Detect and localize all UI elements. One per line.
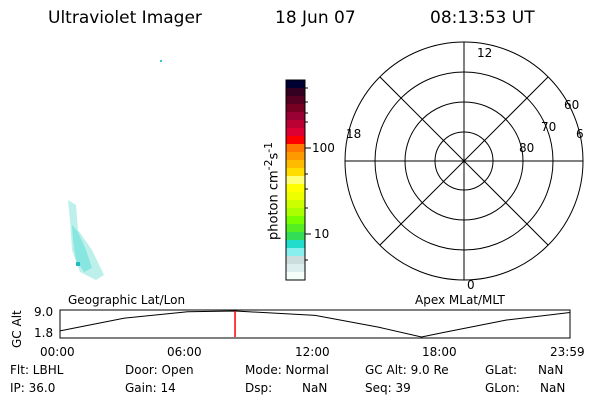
x-tick: 00:00	[40, 345, 75, 359]
filter-status: Flt: LBHL	[10, 363, 64, 377]
colorbar-segment	[286, 80, 305, 89]
glon-value: NaN	[540, 381, 566, 395]
ip-status: IP: 36.0	[10, 381, 56, 395]
colorbar-segment	[286, 120, 305, 129]
glat-label: GLat:	[485, 363, 518, 377]
unit-sup: -1	[262, 141, 275, 153]
colorbar-segment	[286, 192, 305, 201]
gain-status: Gain: 14	[125, 381, 176, 395]
colorbar-segment	[286, 176, 305, 185]
colorbar-segment	[286, 104, 305, 113]
lat-70: 70	[541, 120, 557, 134]
colorbar-ticks	[305, 87, 311, 261]
seq-status: Seq: 39	[365, 381, 411, 395]
mlt-0: 0	[467, 278, 475, 292]
colorbar-segment	[286, 256, 305, 265]
x-tick: 23:59	[550, 345, 585, 359]
date-label: 18 Jun 07	[275, 8, 356, 28]
colorbar-segment	[286, 272, 305, 281]
colorbar-segment	[286, 112, 305, 121]
time-label: 08:13:53 UT	[430, 8, 535, 28]
geographic-label: Geographic Lat/Lon	[68, 293, 186, 307]
colorbar-segment	[286, 96, 305, 105]
mlt-12: 12	[477, 46, 493, 60]
colorbar-segment	[286, 128, 305, 137]
glon-label: GLon:	[485, 381, 520, 395]
lat-80: 80	[519, 141, 535, 155]
colorbar-segment	[286, 168, 305, 177]
instrument-title: Ultraviolet Imager	[48, 8, 202, 28]
colorbar-segment	[286, 264, 305, 273]
colorbar-segment	[286, 152, 305, 161]
x-tick: 18:00	[422, 345, 457, 359]
altitude-plot-frame	[59, 309, 571, 339]
colorbar-segment	[286, 136, 305, 145]
dsp-label: Dsp:	[245, 381, 273, 395]
colorbar-segment	[286, 240, 305, 249]
colorbar-segment	[286, 88, 305, 97]
colorbar-label: photon cm-2s-1	[262, 142, 281, 240]
gcalt-status: GC Alt: 9.0 Re	[365, 363, 449, 377]
unit-sup: -2	[262, 159, 275, 171]
colorbar-tick-100: 100	[312, 141, 335, 155]
apex-label: Apex MLat/MLT	[415, 293, 505, 307]
altitude-line	[59, 310, 571, 338]
y-axis-label: GC Alt	[10, 310, 24, 348]
colorbar-segment	[286, 160, 305, 169]
y-tick: 9.0	[34, 305, 54, 319]
colorbar-segment	[286, 208, 305, 217]
aurora-image	[68, 60, 162, 280]
glat-value: NaN	[538, 363, 564, 377]
unit-text: photon cm	[266, 170, 282, 240]
x-tick: 12:00	[295, 345, 330, 359]
y-tick: 1.8	[34, 326, 54, 340]
lat-60: 60	[564, 98, 580, 112]
colorbar-frame	[285, 79, 306, 281]
mode-status: Mode: Normal	[245, 363, 329, 377]
mlt-6: 6	[576, 127, 584, 141]
colorbar-segment	[286, 248, 305, 257]
colorbar-tick-10: 10	[314, 227, 330, 241]
colorbar-segment	[286, 200, 305, 209]
colorbar-segment	[286, 216, 305, 225]
dsp-value: NaN	[302, 381, 328, 395]
colorbar-segment	[286, 144, 305, 153]
colorbar-segment	[286, 232, 305, 241]
x-tick: 06:00	[167, 345, 202, 359]
mlt-18: 18	[346, 127, 362, 141]
unit-text: s	[266, 152, 282, 160]
colorbar-segment	[286, 224, 305, 233]
colorbar	[286, 80, 305, 281]
door-status: Door: Open	[125, 363, 194, 377]
polar-grid	[344, 41, 584, 281]
colorbar-segment	[286, 184, 305, 193]
